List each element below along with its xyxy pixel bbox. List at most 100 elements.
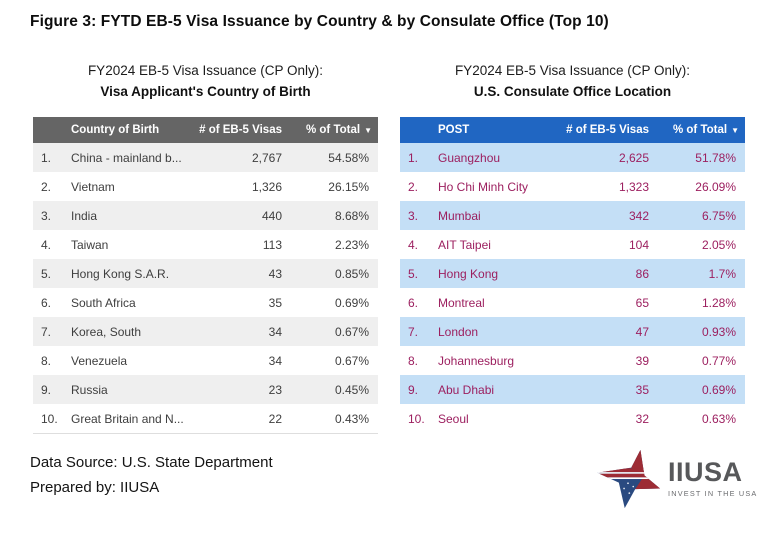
percent-cell: 1.7% bbox=[708, 266, 736, 281]
percent-cell: 0.77% bbox=[701, 353, 736, 368]
name-cell: Guangzhou bbox=[438, 150, 501, 165]
table-row: 2. Vietnam 1,326 26.15% bbox=[33, 172, 378, 201]
sort-arrow-icon[interactable]: ▼ bbox=[364, 126, 372, 135]
percent-cell: 0.69% bbox=[334, 295, 369, 310]
rank-cell: 10. bbox=[41, 411, 58, 426]
consulate-table-header-row: POST # of EB-5 Visas % of Total ▼ bbox=[400, 117, 745, 143]
name-cell: Mumbai bbox=[438, 208, 481, 223]
iiusa-star-icon bbox=[597, 449, 661, 509]
data-source-note: Data Source: U.S. State Department bbox=[30, 454, 273, 471]
rank-cell: 5. bbox=[41, 266, 52, 281]
rank-cell: 9. bbox=[41, 382, 52, 397]
visas-cell: 35 bbox=[635, 382, 649, 397]
rank-cell: 7. bbox=[408, 324, 419, 339]
country-table-subtitle: FY2024 EB-5 Visa Issuance (CP Only): bbox=[87, 63, 324, 78]
name-cell: Ho Chi Minh City bbox=[438, 179, 529, 194]
rank-cell: 6. bbox=[41, 295, 52, 310]
name-cell: Seoul bbox=[438, 411, 469, 426]
percent-cell: 1.28% bbox=[701, 295, 736, 310]
visas-cell: 104 bbox=[628, 237, 649, 252]
visas-cell: 34 bbox=[268, 324, 282, 339]
name-cell: Venezuela bbox=[71, 353, 128, 368]
sort-arrow-icon[interactable]: ▼ bbox=[731, 126, 739, 135]
percent-cell: 0.69% bbox=[701, 382, 736, 397]
consulate-table-subtitle: FY2024 EB-5 Visa Issuance (CP Only): bbox=[454, 63, 691, 78]
visas-cell: 2,625 bbox=[618, 150, 649, 165]
visas-cell: 2,767 bbox=[251, 150, 282, 165]
table-row: 1. Guangzhou 2,625 51.78% bbox=[400, 143, 745, 172]
figure-title: Figure 3: FYTD EB-5 Visa Issuance by Cou… bbox=[30, 13, 609, 30]
percent-cell: 0.63% bbox=[701, 411, 736, 426]
name-cell: China - mainland b... bbox=[71, 150, 182, 165]
visas-cell: 23 bbox=[268, 382, 282, 397]
percent-cell: 54.58% bbox=[328, 150, 369, 165]
percent-cell: 26.09% bbox=[695, 179, 736, 194]
visas-cell: 39 bbox=[635, 353, 649, 368]
consulate-table-titles: FY2024 EB-5 Visa Issuance (CP Only): U.S… bbox=[400, 60, 745, 102]
visas-cell: 65 bbox=[635, 295, 649, 310]
percent-column-header: % of Total ▼ bbox=[653, 124, 745, 136]
name-cell: India bbox=[71, 208, 98, 223]
table-row: 2. Ho Chi Minh City 1,323 26.09% bbox=[400, 172, 745, 201]
visas-cell: 47 bbox=[635, 324, 649, 339]
visas-column-header: # of EB-5 Visas bbox=[199, 124, 282, 136]
name-cell: Taiwan bbox=[71, 237, 109, 252]
consulate-office-table: FY2024 EB-5 Visa Issuance (CP Only): U.S… bbox=[400, 60, 745, 433]
table-row: 5. Hong Kong S.A.R. 43 0.85% bbox=[33, 259, 378, 288]
rank-cell: 10. bbox=[408, 411, 425, 426]
rank-cell: 8. bbox=[41, 353, 52, 368]
table-row: 3. Mumbai 342 6.75% bbox=[400, 201, 745, 230]
percent-cell: 8.68% bbox=[334, 208, 369, 223]
table-row: 5. Hong Kong 86 1.7% bbox=[400, 259, 745, 288]
table-row: 9. Russia 23 0.45% bbox=[33, 375, 378, 404]
rank-cell: 2. bbox=[408, 179, 419, 194]
footer-notes: Data Source: U.S. State Department Prepa… bbox=[30, 450, 273, 500]
rank-cell: 1. bbox=[408, 150, 419, 165]
percent-cell: 0.93% bbox=[701, 324, 736, 339]
table-row: 4. AIT Taipei 104 2.05% bbox=[400, 230, 745, 259]
post-column-header: POST bbox=[438, 124, 470, 136]
table-row: 9. Abu Dhabi 35 0.69% bbox=[400, 375, 745, 404]
percent-cell: 0.43% bbox=[334, 411, 369, 426]
name-cell: Abu Dhabi bbox=[438, 382, 495, 397]
percent-cell: 26.15% bbox=[328, 179, 369, 194]
name-cell: London bbox=[438, 324, 479, 339]
visas-cell: 34 bbox=[268, 353, 282, 368]
country-table-body: 1. China - mainland b... 2,767 54.58% 2. Viet… bbox=[33, 143, 378, 434]
country-table-titles: FY2024 EB-5 Visa Issuance (CP Only): Vis… bbox=[33, 60, 378, 102]
name-cell: Korea, South bbox=[71, 324, 142, 339]
rank-cell: 1. bbox=[41, 150, 52, 165]
table-row: 8. Venezuela 34 0.67% bbox=[33, 346, 378, 375]
percent-cell: 0.67% bbox=[334, 324, 369, 339]
percent-cell: 51.78% bbox=[695, 150, 736, 165]
table-row: 6. Montreal 65 1.28% bbox=[400, 288, 745, 317]
visas-column-header: # of EB-5 Visas bbox=[566, 124, 649, 136]
visas-cell: 440 bbox=[261, 208, 282, 223]
percent-cell: 0.67% bbox=[334, 353, 369, 368]
country-table-title: Visa Applicant's Country of Birth bbox=[100, 84, 311, 99]
rank-cell: 3. bbox=[408, 208, 419, 223]
name-cell: South Africa bbox=[71, 295, 136, 310]
iiusa-tagline: INVEST IN THE USA bbox=[668, 489, 758, 498]
country-column-header: Country of Birth bbox=[71, 124, 160, 136]
name-cell: Russia bbox=[71, 382, 108, 397]
visas-cell: 113 bbox=[262, 237, 282, 252]
rank-cell: 2. bbox=[41, 179, 52, 194]
percent-header-label: % of Total bbox=[305, 124, 361, 136]
name-cell: Hong Kong bbox=[438, 266, 499, 281]
name-cell: AIT Taipei bbox=[438, 237, 491, 252]
percent-cell: 2.23% bbox=[334, 237, 369, 252]
country-of-birth-table: FY2024 EB-5 Visa Issuance (CP Only): Vis… bbox=[33, 60, 378, 434]
table-row: 7. Korea, South 34 0.67% bbox=[33, 317, 378, 346]
table-row: 7. London 47 0.93% bbox=[400, 317, 745, 346]
rank-cell: 5. bbox=[408, 266, 419, 281]
percent-cell: 2.05% bbox=[701, 237, 736, 252]
visas-cell: 86 bbox=[635, 266, 649, 281]
rank-cell: 9. bbox=[408, 382, 419, 397]
percent-cell: 0.45% bbox=[334, 382, 369, 397]
percent-cell: 0.85% bbox=[334, 266, 369, 281]
percent-column-header: % of Total ▼ bbox=[286, 124, 378, 136]
name-cell: Johannesburg bbox=[438, 353, 515, 368]
iiusa-logo: IIUSA INVEST IN THE USA bbox=[592, 447, 757, 513]
